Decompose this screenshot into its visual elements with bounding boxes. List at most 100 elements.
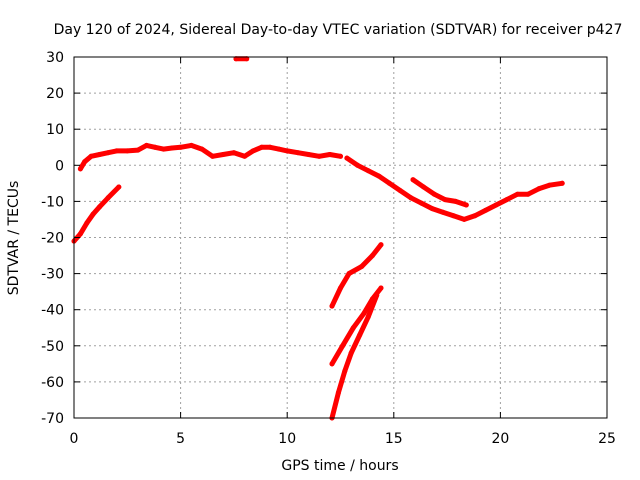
data-point — [124, 148, 130, 154]
data-point — [483, 207, 488, 213]
data-point — [340, 343, 346, 349]
data-point — [515, 191, 520, 197]
data-point — [355, 162, 361, 168]
data-point — [365, 314, 371, 320]
data-point — [231, 150, 237, 156]
data-point — [376, 173, 382, 179]
data-point — [135, 147, 141, 153]
data-point — [453, 198, 459, 204]
data-point — [559, 180, 565, 186]
data-point — [346, 271, 352, 277]
data-point — [242, 153, 248, 159]
data-point — [546, 182, 552, 188]
data-point — [210, 153, 216, 159]
series-afternoon-arc — [344, 155, 565, 222]
data-point — [442, 197, 448, 203]
data-point — [335, 390, 341, 396]
data-point — [267, 144, 273, 150]
data-point — [329, 361, 335, 367]
data-point — [244, 56, 250, 62]
data-point — [105, 150, 111, 156]
data-point — [161, 146, 166, 152]
data-point — [97, 204, 103, 210]
data-point — [431, 191, 437, 197]
data-point — [348, 350, 354, 356]
data-point — [378, 285, 384, 291]
data-point — [387, 180, 392, 186]
chart-title: Day 120 of 2024, Sidereal Day-to-day VTE… — [54, 22, 623, 38]
data-point — [451, 213, 456, 219]
data-point — [374, 292, 380, 298]
data-point — [233, 56, 239, 62]
data-point — [84, 220, 90, 226]
grid — [74, 57, 607, 418]
data-point — [342, 368, 348, 374]
data-point — [250, 148, 256, 154]
y-tick-label: 10 — [46, 122, 64, 138]
data-point — [169, 145, 175, 151]
data-point — [359, 263, 365, 269]
data-point — [116, 184, 122, 190]
data-point — [114, 148, 120, 154]
y-tick-label: -40 — [41, 303, 64, 319]
data-point — [419, 200, 424, 206]
data-point — [397, 188, 403, 194]
x-tick-label: 10 — [278, 431, 296, 447]
data-point — [536, 186, 542, 192]
x-axis: 0 5 10 15 20 25 — [70, 57, 616, 447]
x-tick-label: 20 — [491, 431, 509, 447]
data-point — [504, 197, 510, 203]
x-tick-label: 25 — [598, 431, 616, 447]
data-point — [378, 242, 384, 248]
data-point — [472, 213, 478, 219]
data-point — [306, 152, 311, 157]
data-point — [97, 152, 103, 157]
data-point — [344, 155, 350, 161]
y-tick-label: 20 — [46, 86, 64, 102]
data-point — [90, 211, 96, 217]
data-point — [259, 144, 265, 150]
data-point — [338, 153, 343, 159]
data-point — [463, 202, 469, 208]
data-point — [410, 177, 416, 183]
data-point — [421, 184, 427, 190]
data-point — [220, 152, 226, 157]
data-point — [370, 253, 375, 258]
data-point — [361, 310, 367, 316]
data-point — [77, 231, 83, 237]
data-point — [493, 202, 499, 208]
x-tick-label: 0 — [70, 431, 79, 447]
data-point — [188, 142, 194, 148]
y-tick-label: 0 — [55, 158, 64, 174]
x-tick-label: 15 — [385, 431, 403, 447]
data-point — [350, 325, 356, 331]
data-point — [408, 195, 414, 201]
y-tick-label: -50 — [41, 339, 64, 355]
data-point — [144, 142, 149, 148]
data-point — [327, 152, 333, 157]
data-point — [525, 191, 531, 197]
x-tick-label: 5 — [176, 431, 185, 447]
data-point — [152, 144, 158, 150]
data-point — [284, 148, 290, 154]
data-point — [329, 303, 335, 309]
data-point — [105, 195, 111, 201]
y-axis: 30 20 10 0 -10 -20 -30 -40 -50 -60 -70 — [41, 50, 607, 427]
data-point — [429, 206, 435, 212]
data-point — [199, 146, 205, 152]
data-point — [316, 153, 322, 159]
data-point — [82, 159, 88, 165]
data-point — [88, 153, 94, 159]
y-tick-label: -10 — [41, 194, 64, 210]
data-point — [357, 332, 363, 338]
data-point — [365, 168, 371, 174]
series-group — [71, 56, 565, 421]
data-point — [440, 209, 446, 215]
y-tick-label: 30 — [46, 50, 64, 66]
data-point — [178, 144, 184, 150]
data-point — [295, 150, 301, 156]
y-tick-label: -20 — [41, 231, 64, 247]
y-tick-label: -30 — [41, 267, 64, 283]
